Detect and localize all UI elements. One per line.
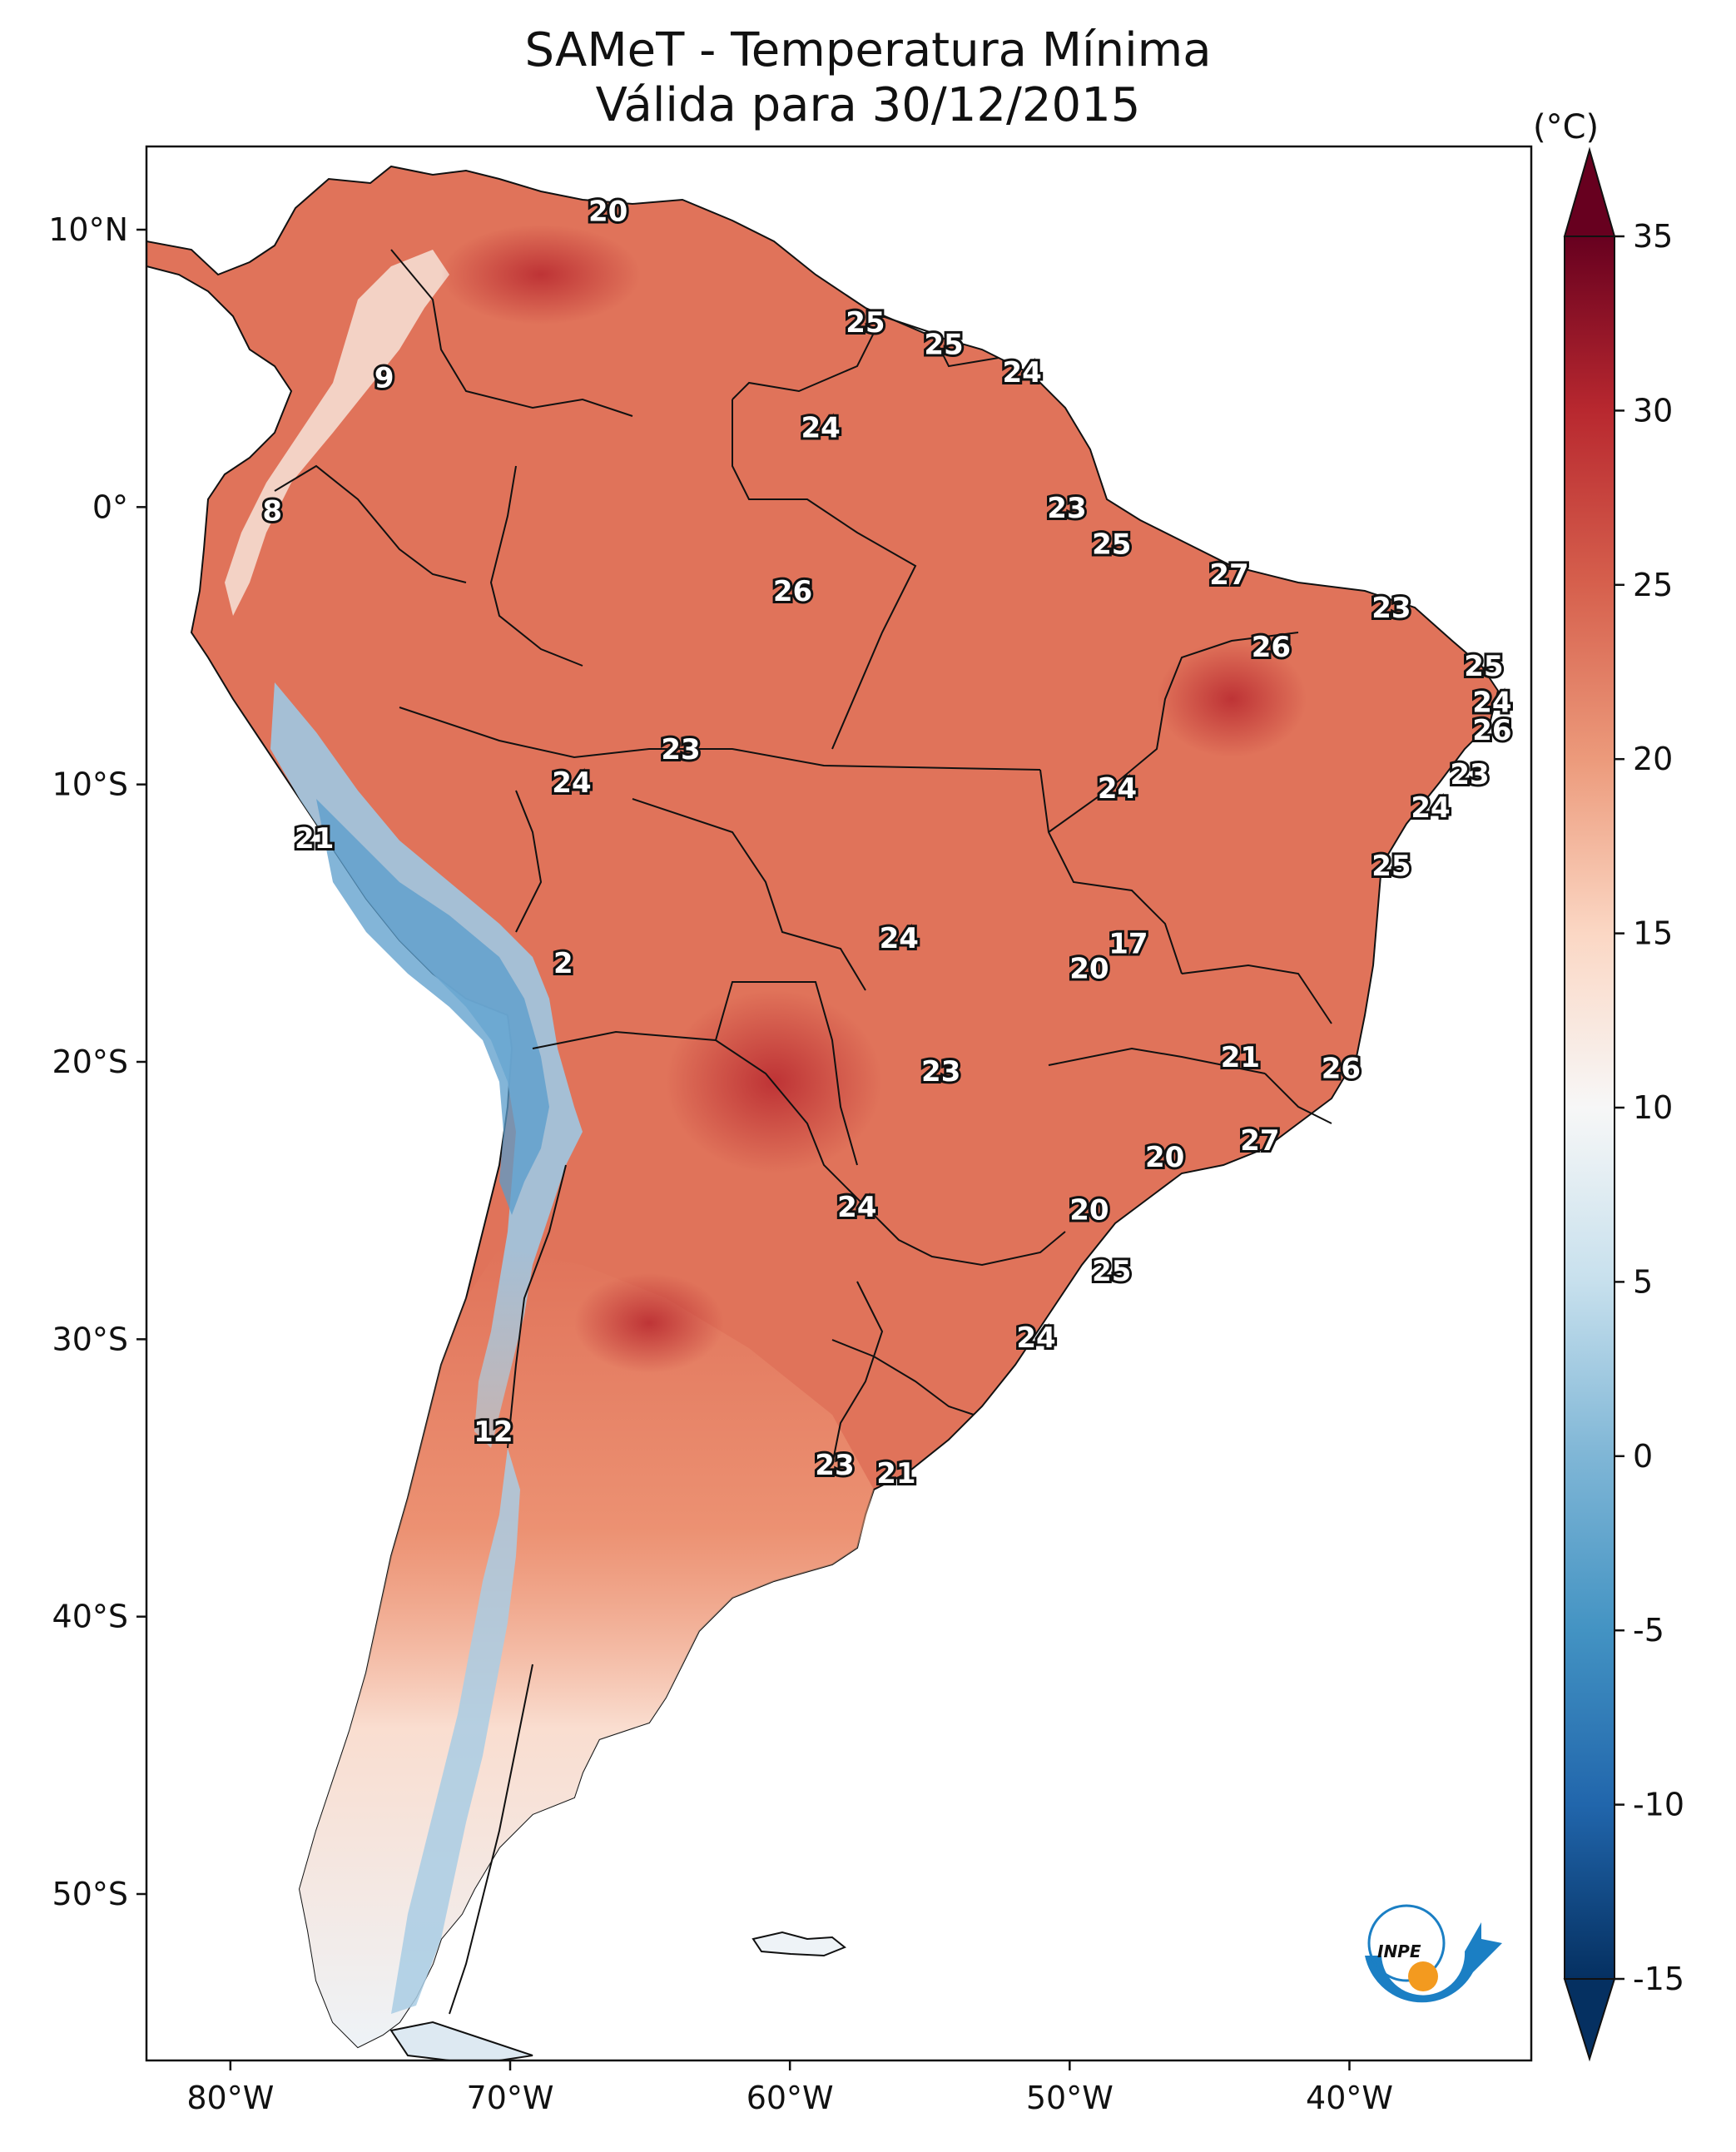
andes-cold-core (316, 799, 549, 1215)
lat-tick-label: 50°S (52, 1876, 128, 1912)
station-value-label: 24 (552, 766, 591, 800)
tierra-del-fuego (389, 2021, 533, 2060)
venezuela-hotspot (441, 225, 641, 325)
station-value-label: 23 (1047, 492, 1086, 525)
station-value-label: 2 (553, 947, 573, 980)
colorbar: 35 30 25 20 15 10 5 0 -5 -10 -15 (1563, 146, 1684, 2062)
country-borders (274, 249, 1332, 2015)
station-value-label: 25 (924, 329, 963, 362)
colorbar-bottom-extend (1563, 1978, 1616, 2062)
station-value-label: 21 (295, 822, 334, 855)
station-value-label: 24 (1016, 1321, 1055, 1355)
station-value-label: 24 (880, 922, 919, 955)
colorbar-tick-label: 25 (1633, 567, 1673, 603)
station-value-label: 23 (661, 733, 700, 766)
colorbar-body (1564, 236, 1615, 1980)
station-value-label: 17 (1109, 928, 1148, 961)
map-subtitle: Válida para 30/12/2015 (595, 78, 1141, 132)
colorbar-tick-label: 35 (1633, 218, 1673, 255)
station-value-label: 24 (1098, 772, 1137, 806)
colorbar-tick-label: 20 (1633, 741, 1673, 777)
station-value-label: 26 (1472, 714, 1511, 747)
station-value-label: 20 (588, 196, 627, 229)
station-value-label: 25 (1092, 528, 1131, 562)
colorbar-tick-label: 15 (1633, 915, 1673, 952)
argentina-warm-patch (574, 1273, 724, 1373)
station-value-label: 21 (1221, 1041, 1260, 1074)
colorbar-ticks: 35 30 25 20 15 10 5 0 -5 -10 -15 (1614, 218, 1684, 1997)
lat-tick-label: 40°S (52, 1599, 128, 1635)
station-value-label: 23 (1371, 592, 1411, 625)
map-frame (145, 145, 1533, 2062)
station-value-label: 20 (1069, 953, 1109, 986)
station-value-label: 21 (876, 1457, 915, 1490)
inpe-logo: INPE (1365, 1904, 1502, 2003)
falkland-islands (751, 1931, 846, 1957)
station-value-label: 24 (1003, 356, 1042, 389)
station-value-label: 27 (1209, 558, 1248, 592)
lon-tick-label: 50°W (1026, 2080, 1114, 2116)
station-value-label: 25 (1092, 1255, 1131, 1288)
lat-tick-label: 10°N (48, 211, 128, 248)
station-value-label: 9 (374, 362, 394, 395)
southern-andes-cold-strip (391, 1448, 520, 2014)
northern-andes-cool-band (225, 250, 449, 616)
lon-tick-label: 60°W (746, 2080, 834, 2116)
lon-tick-label: 40°W (1306, 2080, 1393, 2116)
lat-tick-label: 10°S (52, 766, 128, 803)
gran-chaco-hotspot (666, 990, 882, 1173)
lat-tick-label: 20°S (52, 1044, 128, 1080)
colorbar-tick-label: 5 (1633, 1263, 1653, 1300)
station-value-label: 25 (1371, 850, 1411, 883)
station-value-label: 8 (262, 495, 282, 528)
northeast-brazil-hotspot (1157, 641, 1307, 757)
colorbar-tick-label: -5 (1633, 1612, 1664, 1649)
lat-tick-label: 30°S (52, 1321, 128, 1357)
station-value-label: 23 (815, 1449, 854, 1482)
lon-tick-label: 70°W (467, 2080, 554, 2116)
station-value-label: 12 (474, 1416, 513, 1449)
colorbar-tick-label: -15 (1633, 1961, 1684, 1997)
colorbar-tick-label: -10 (1633, 1787, 1684, 1823)
colorbar-unit-label: (°C) (1533, 108, 1600, 146)
inpe-logo-sun (1408, 1961, 1438, 1991)
station-value-label: 26 (773, 575, 812, 608)
colorbar-tick-label: 0 (1633, 1438, 1653, 1475)
station-value-label: 27 (1240, 1124, 1279, 1158)
station-value-label: 25 (846, 306, 885, 340)
station-value-label: 26 (1322, 1053, 1361, 1086)
lon-tick-label: 80°W (186, 2080, 274, 2116)
inpe-logo-orbit (1367, 1904, 1446, 1982)
colorbar-top-extend (1563, 146, 1616, 237)
station-value-label: 24 (1411, 791, 1450, 825)
map-title: SAMeT - Temperatura Mínima (524, 23, 1212, 77)
station-value-label: 20 (1069, 1194, 1109, 1227)
station-value-label: 24 (1472, 687, 1511, 720)
inpe-logo-text: INPE (1377, 1941, 1421, 1961)
station-value-label: 20 (1145, 1141, 1184, 1174)
map-axes: 10°N 0° 10°S 20°S 30°S 40°S 50°S 80°W 70°W 60°W 50… (48, 211, 1393, 2116)
station-value-label: 23 (1450, 758, 1489, 791)
station-value-label: 23 (921, 1055, 960, 1088)
station-value-label: 24 (837, 1191, 876, 1224)
inpe-logo-arc (1365, 1922, 1502, 2003)
station-value-label: 26 (1252, 631, 1291, 664)
colorbar-tick-label: 30 (1633, 392, 1673, 429)
station-value-label: 25 (1464, 650, 1503, 683)
station-value-label: 24 (801, 412, 840, 445)
colorbar-tick-label: 10 (1633, 1089, 1673, 1126)
lat-tick-label: 0° (92, 488, 128, 525)
